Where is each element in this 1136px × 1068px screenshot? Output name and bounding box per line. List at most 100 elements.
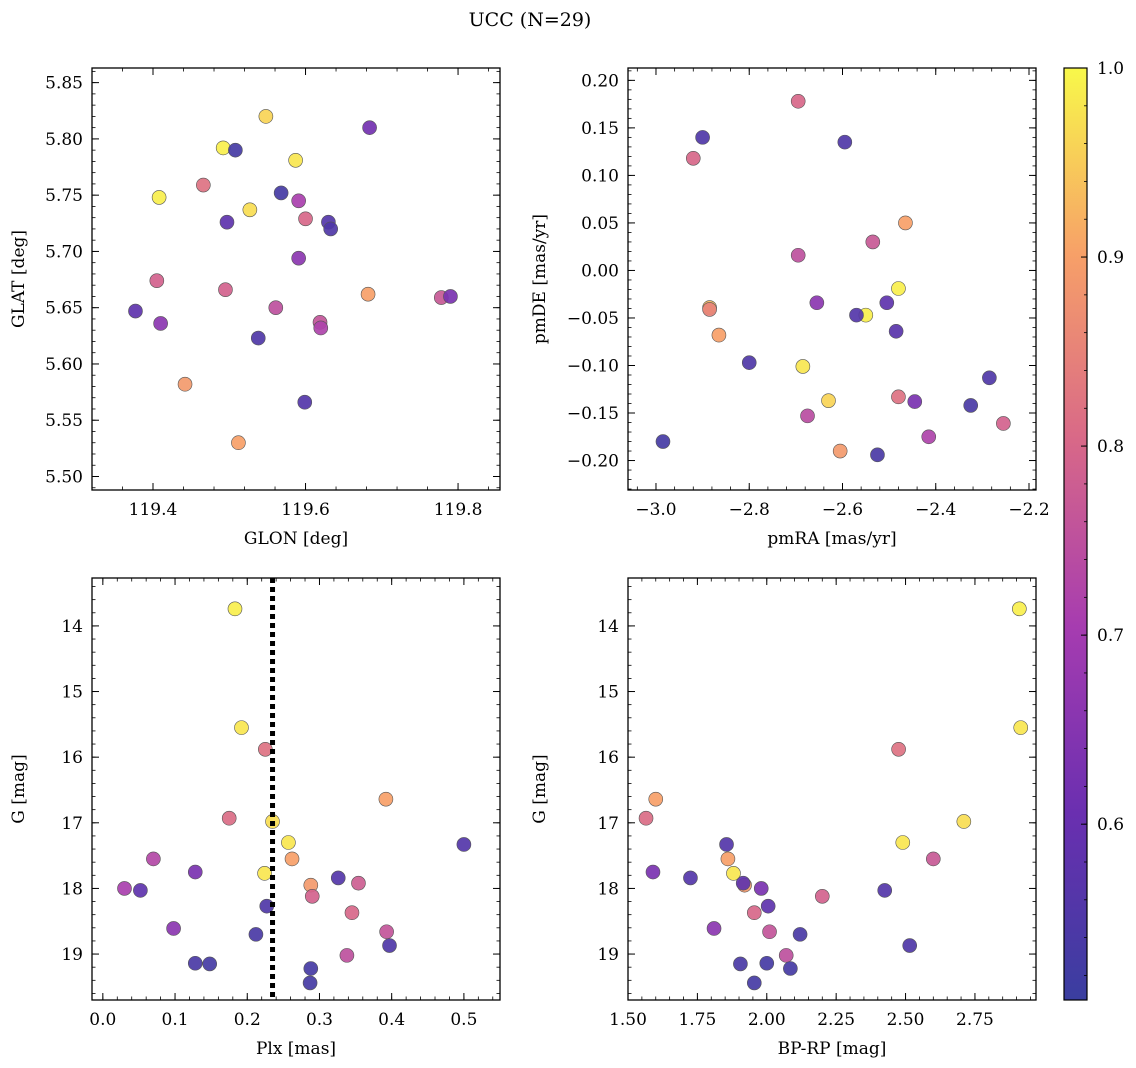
y-tick-label: 19 [597,945,619,965]
data-point [645,864,661,880]
data-point [117,881,132,896]
y-tick-label: −0.10 [567,356,619,376]
data-point [153,316,168,331]
y-tick-label: 14 [597,617,619,637]
data-point [865,234,881,250]
data-point [248,927,264,942]
data-point [809,295,825,311]
colorbar-tick-label: 0.8 [1097,437,1124,457]
data-point [891,281,906,296]
y-tick-label: 18 [61,879,83,899]
y-axis-label: GLAT [deg] [9,230,29,328]
y-tick-label: 0.15 [581,119,619,139]
data-point [228,142,243,158]
data-point [746,975,762,991]
data-point [1012,601,1027,617]
y-axis-label: pmDE [mas/yr] [530,214,550,344]
data-points [638,601,1029,991]
x-tick-label: 0.1 [162,1010,189,1030]
data-point [257,866,272,881]
data-point [921,429,937,445]
data-point [870,447,885,463]
data-point [291,193,306,209]
x-tick-label: 119.4 [129,500,178,520]
y-tick-label: 0.10 [581,166,619,186]
x-axis-label: pmRA [mas/yr] [767,529,896,549]
y-tick-label: 18 [597,879,619,899]
data-point [443,289,458,304]
y-tick-label: 16 [61,748,83,768]
x-tick-label: 2.25 [817,1010,855,1030]
data-point [702,302,717,317]
data-point [313,320,329,336]
data-point [783,961,798,976]
data-point [303,961,319,976]
data-point [351,875,366,891]
y-tick-label: 5.55 [45,411,83,431]
data-point [273,185,289,201]
data-point [891,741,906,757]
data-point [218,282,233,297]
data-point [790,93,806,109]
data-point [907,394,923,409]
data-point [685,150,701,166]
x-tick-label: −2.4 [915,500,956,520]
data-point [221,810,237,826]
plot-frame [91,577,501,1001]
data-point [759,955,775,971]
y-tick-label: 5.75 [45,186,83,206]
y-tick-label: −0.20 [567,452,619,472]
x-tick-label: 1.75 [678,1010,716,1030]
data-point [790,247,806,263]
data-point [187,864,203,880]
data-point [926,851,941,867]
panel-pmra-pmde: −3.0 −2.8 −2.6 −2.4 −2.2 −0.20 −0.15 −0.10 −0.05… [530,67,1050,549]
colorbar: 1.0 0.9 0.8 0.7 0.6 [1063,59,1124,1001]
data-point [800,408,815,424]
data-point [814,889,830,904]
data-point [339,948,355,963]
plot-frame [627,67,1037,491]
y-tick-label: 5.80 [45,130,83,150]
data-point [726,866,741,881]
data-point [219,214,235,230]
x-tick-label: 0.4 [378,1010,405,1030]
data-point [821,393,836,408]
data-point [281,835,296,850]
data-point [330,870,346,886]
colorbar-gradient [1063,67,1088,1001]
y-tick-label: 19 [61,945,83,965]
y-tick-label: 0.20 [581,71,619,91]
data-point [996,416,1011,431]
colorbar-tick-label: 0.7 [1097,626,1124,646]
panel-plx-g: 0.0 0.1 0.2 0.3 0.4 0.5 14 15 16 17 18 19 Plx [mas] G… [9,577,501,1059]
data-point [891,389,906,405]
data-point [128,303,143,319]
x-tick-label: 0.3 [306,1010,333,1030]
panel-bprp-g: 1.50 1.75 2.00 2.25 2.50 2.75 14 15 16 17 18 19 BP-R… [530,577,1037,1059]
x-tick-label: −2.8 [729,500,770,520]
x-axis-label: Plx [mas] [256,1039,336,1059]
x-tick-label: 119.6 [281,500,330,520]
data-point [323,221,338,237]
data-point [215,140,231,156]
data-point [898,215,913,231]
x-tick-label: 2.00 [748,1010,786,1030]
y-axis-label: G [mag] [9,754,29,823]
data-point [711,327,727,343]
data-point [735,875,751,891]
data-point [963,398,979,413]
data-point [288,152,303,168]
y-tick-label: 5.50 [45,467,83,487]
data-point [982,370,997,386]
y-tick-label: 17 [597,814,619,834]
data-point [234,720,249,735]
data-points [128,109,458,451]
figure-title: UCC (N=29) [469,9,592,31]
y-tick-label: −0.05 [567,309,619,329]
data-point [888,323,904,339]
colorbar-tick-label: 0.6 [1097,815,1124,835]
data-point [456,837,472,852]
plot-frame [627,577,1037,1001]
data-point [227,601,243,617]
